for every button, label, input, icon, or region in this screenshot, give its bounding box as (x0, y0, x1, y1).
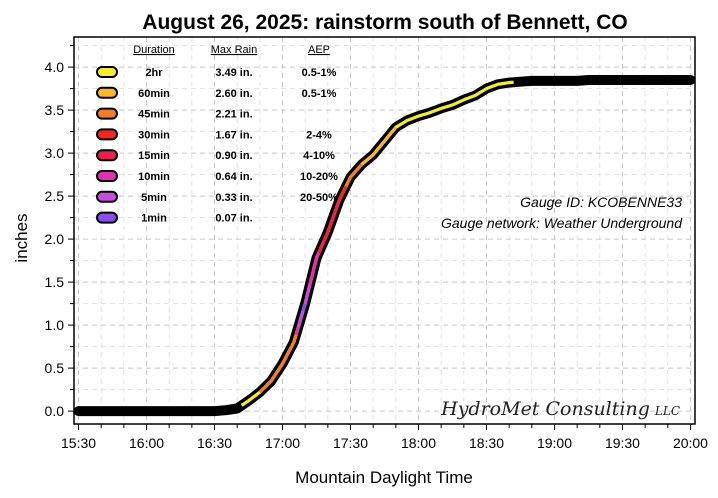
legend-aep: 0.5-1% (302, 67, 337, 79)
x-tick-label: 19:30 (605, 435, 640, 451)
legend-swatch (96, 66, 118, 78)
y-axis-label: inches (12, 213, 31, 262)
y-tick-label: 1.0 (45, 317, 65, 333)
plot-frame (73, 36, 696, 425)
y-tick-label: 1.5 (45, 274, 65, 290)
legend-header-max-rain: Max Rain (211, 44, 257, 56)
x-tick-label: 18:00 (401, 435, 436, 451)
legend-max-rain: 0.07 in. (215, 213, 252, 225)
y-tick-label: 4.0 (45, 59, 65, 75)
legend-duration: 30min (138, 129, 170, 141)
x-tick-label: 15:30 (61, 435, 96, 451)
legend-swatch (96, 170, 118, 182)
x-tick-label: 17:30 (333, 435, 368, 451)
x-tick-label: 20:00 (673, 435, 708, 451)
legend-max-rain: 3.49 in. (215, 67, 252, 79)
gauge-id-annotation: Gauge ID: KCOBENNE33 (520, 194, 682, 210)
highlight-1min (301, 303, 307, 312)
y-tick-label: 3.5 (45, 102, 65, 118)
legend-swatch (96, 190, 118, 203)
legend-max-rain: 2.60 in. (215, 88, 252, 100)
legend-swatch (96, 86, 118, 99)
legend-duration: 2hr (145, 67, 163, 79)
x-tick-label: 16:00 (129, 435, 164, 451)
credit-name: HydroMet Consulting (440, 398, 650, 420)
chart-title: August 26, 2025: rainstorm south of Benn… (142, 11, 627, 34)
credit-suffix: LLC (654, 404, 680, 418)
legend-aep: 10-20% (300, 171, 338, 183)
x-axis-label: Mountain Daylight Time (295, 468, 473, 487)
rainfall-series (73, 75, 696, 417)
y-tick-label: 0.5 (45, 360, 65, 376)
y-tick-label: 2.5 (45, 188, 65, 204)
legend-max-rain: 0.90 in. (215, 150, 252, 162)
rainfall-line (73, 75, 696, 417)
x-tick-label: 19:00 (537, 435, 572, 451)
y-axis: 0.0 0.5 1.0 1.5 2.0 2.5 3.0 3.5 4.0 (45, 45, 74, 419)
legend: Duration Max Rain AEP 2hr 3.49 in. 0.5-1% 60mi… (96, 44, 338, 225)
legend-swatch (96, 211, 118, 224)
x-tick-label: 17:00 (265, 435, 300, 451)
legend-duration: 60min (138, 88, 170, 100)
x-tick-label: 16:30 (197, 435, 232, 451)
legend-duration: 15min (138, 150, 170, 162)
legend-max-rain: 0.33 in. (215, 192, 252, 204)
legend-max-rain: 2.21 in. (215, 109, 252, 121)
x-tick-label: 18:30 (469, 435, 504, 451)
legend-max-rain: 0.64 in. (215, 171, 252, 183)
y-tick-label: 0.0 (45, 403, 65, 419)
x-axis: 15:30 16:00 16:30 17:00 17:30 18:00 18:30 19:00… (61, 424, 708, 451)
legend-duration: 5min (141, 192, 167, 204)
y-tick-label: 2.0 (45, 231, 65, 247)
y-tick-label: 3.0 (45, 145, 65, 161)
legend-duration: 45min (138, 109, 170, 121)
gauge-network-annotation: Gauge network: Weather Underground (441, 215, 683, 231)
legend-aep: 20-50% (300, 192, 338, 204)
legend-header-aep: AEP (308, 44, 330, 56)
legend-aep: 0.5-1% (302, 88, 337, 100)
legend-max-rain: 1.67 in. (215, 129, 252, 141)
legend-swatch (96, 107, 118, 120)
legend-aep: 2-4% (306, 129, 332, 141)
legend-swatch (96, 128, 118, 141)
legend-aep: 4-10% (303, 150, 335, 162)
legend-header-duration: Duration (133, 44, 175, 56)
credit-watermark: HydroMet Consulting LLC (440, 398, 680, 420)
legend-duration: 1min (141, 213, 167, 225)
legend-duration: 10min (138, 171, 170, 183)
legend-swatch (96, 149, 118, 162)
grid (74, 37, 695, 424)
